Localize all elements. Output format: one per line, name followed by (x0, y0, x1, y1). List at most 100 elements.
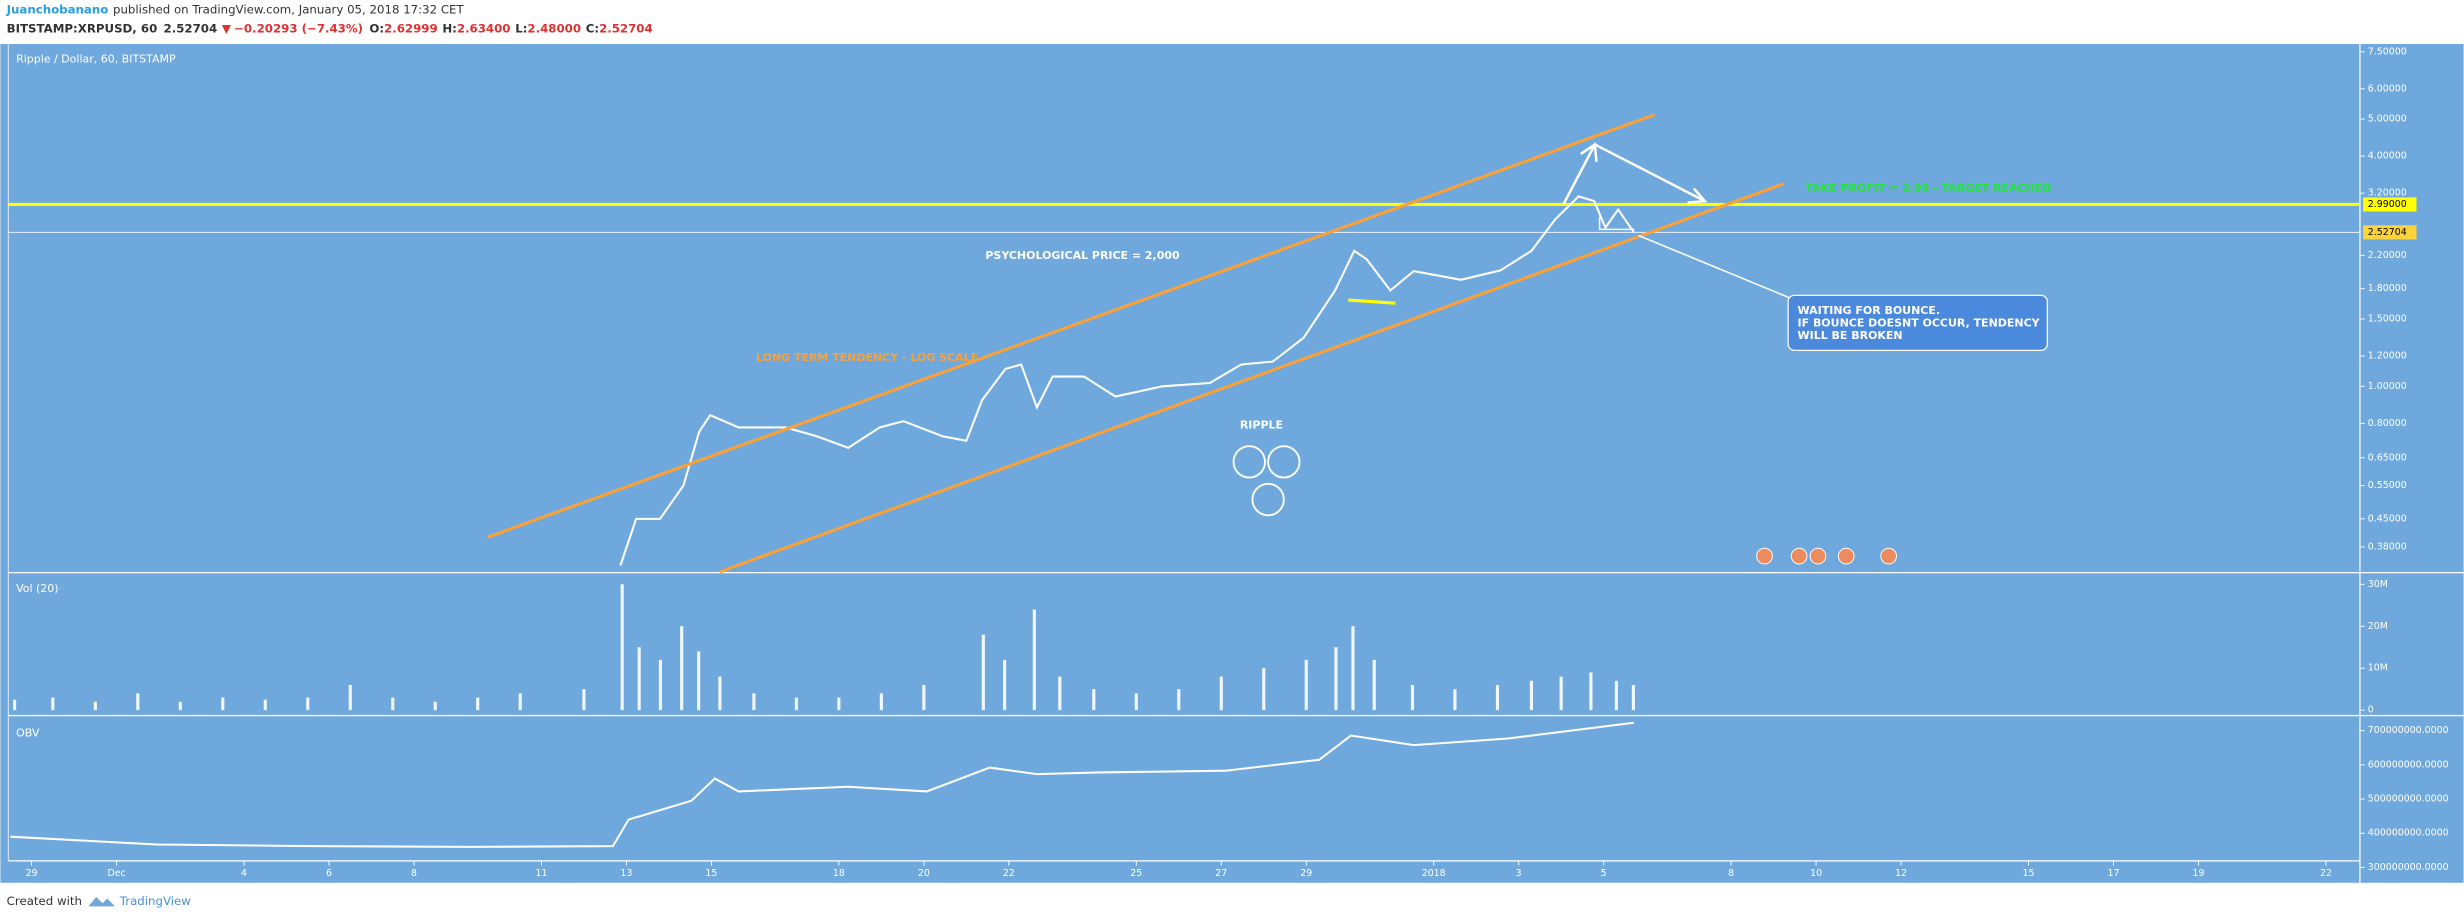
callout-box (1787, 294, 2048, 351)
created-with: Created with (7, 894, 82, 908)
y-tick-label: 0.38000 (2368, 541, 2407, 552)
volume-bar (1003, 659, 1007, 711)
x-tick-label: 15 (705, 868, 717, 879)
brand-logo[interactable] (88, 897, 116, 907)
volume-bar (348, 684, 352, 711)
chart-bg (0, 43, 2464, 883)
y-tick-label: 7.50000 (2368, 46, 2407, 57)
y-tick-label: 30M (2368, 579, 2388, 590)
high: 2.63400 (457, 21, 511, 35)
y-tick-label: 2.20000 (2368, 250, 2407, 261)
brand[interactable]: TradingView (119, 894, 191, 908)
price-level-box (2363, 225, 2417, 240)
volume-bar (879, 693, 883, 711)
trendline-upper (486, 113, 1656, 539)
x-tick-label: 5 (1601, 868, 1607, 879)
y-tick-label: 3.20000 (2368, 188, 2407, 199)
price-line (10, 721, 1634, 848)
volume-bar (93, 701, 97, 711)
y-tick-label: 1.00000 (2368, 381, 2407, 392)
footer-bg (0, 882, 2464, 919)
last: 2.52704 (164, 21, 218, 35)
y-tick-label: 0.80000 (2368, 418, 2407, 429)
x-tick-label: 29 (1300, 868, 1312, 879)
y-tick-label: 0.55000 (2368, 480, 2407, 491)
published: published on TradingView.com, January 05… (113, 2, 464, 16)
event-icon[interactable] (1809, 547, 1827, 565)
volume-bar (476, 697, 480, 711)
volume-bar (1351, 626, 1355, 711)
y-tick-label: 700000000.0000 (2368, 725, 2449, 736)
volume-bar (718, 676, 722, 711)
volume-bar (794, 697, 798, 711)
author[interactable]: Juanchobanano (6, 2, 109, 16)
y-tick-label: 1.50000 (2368, 313, 2407, 324)
x-tick-label: 12 (1895, 868, 1907, 879)
header-line2: BITSTAMP:XRPUSD, 60 2.52704 ▼ −0.20293 (−7.… (7, 21, 653, 35)
y-tick-label: 5.00000 (2368, 114, 2407, 125)
volume-bar (1092, 689, 1096, 711)
close-label: C: (586, 21, 599, 35)
x-tick-label: 25 (1130, 868, 1142, 879)
y-tick-label: 4.00000 (2368, 151, 2407, 162)
volume-bar (1058, 676, 1062, 711)
low: 2.48000 (527, 21, 581, 35)
event-icons[interactable] (1756, 547, 1897, 565)
x-tick-label: 13 (620, 868, 632, 879)
volume-bar (1589, 672, 1593, 711)
x-tick-label: 27 (1215, 868, 1227, 879)
change: −0.20293 (−7.43%) (234, 21, 363, 35)
volume-bar (1032, 609, 1036, 711)
event-icon[interactable] (1790, 547, 1808, 565)
x-tick-label: 22 (2320, 868, 2332, 879)
x-tick-label: 6 (326, 868, 332, 879)
logo-circle (1267, 445, 1301, 479)
close: 2.52704 (599, 21, 653, 35)
x-tick-label: 10 (1810, 868, 1822, 879)
footer: Created with TradingView (7, 894, 192, 908)
symbol: BITSTAMP:XRPUSD, 60 (7, 21, 158, 35)
x-tick-label: 19 (2192, 868, 2204, 879)
low-label: L: (515, 21, 527, 35)
volume-bar (752, 693, 756, 711)
volume-bar (1372, 659, 1376, 711)
volume-bar (1334, 647, 1338, 711)
y-tick-label: 1.20000 (2368, 350, 2407, 361)
volume-bar (922, 684, 926, 711)
event-icon[interactable] (1756, 547, 1773, 565)
x-tick-label: 15 (2023, 868, 2035, 879)
event-icon[interactable] (1880, 547, 1897, 565)
event-icon[interactable] (1837, 547, 1855, 565)
x-tick-label: 8 (1728, 868, 1734, 879)
y-tick-label: 500000000.0000 (2368, 794, 2449, 805)
price-level-box (2363, 197, 2417, 212)
header-line1: Juanchobanano published on TradingView.co… (6, 2, 465, 16)
annotation: PSYCHOLOGICAL PRICE = 2,000 (985, 249, 1180, 262)
volume-bar (263, 699, 267, 711)
volume-bar (582, 689, 586, 711)
volume-bar (1495, 684, 1500, 711)
x-tick-label: 2018 (1422, 868, 1446, 879)
high-label: H: (442, 21, 457, 35)
volume-bar (1219, 676, 1223, 711)
x-tick-label: 3 (1516, 868, 1522, 879)
volume-bar (1177, 689, 1181, 711)
volume-bar (1559, 676, 1563, 711)
y-tick-label: 0 (2368, 705, 2374, 716)
volume-bar (1453, 689, 1457, 711)
volume-bar (13, 699, 17, 711)
volume-bar (1529, 680, 1533, 711)
volume-bar (981, 634, 985, 711)
volume-bar (680, 626, 684, 711)
volume-bar (1410, 684, 1415, 711)
y-tick-label: 20M (2368, 621, 2388, 632)
callout-pointer (1638, 234, 1792, 300)
volume-bar (136, 693, 140, 711)
price-level-label: 2.99000 (2368, 199, 2407, 210)
volume-title: Vol (20) (16, 582, 58, 595)
support-mark (1348, 298, 1396, 305)
open: 2.62999 (384, 21, 438, 35)
callout-line: WILL BE BROKEN (1798, 329, 1903, 342)
x-tick-label: 20 (918, 868, 930, 879)
y-tick-label: 6.00000 (2368, 83, 2407, 94)
